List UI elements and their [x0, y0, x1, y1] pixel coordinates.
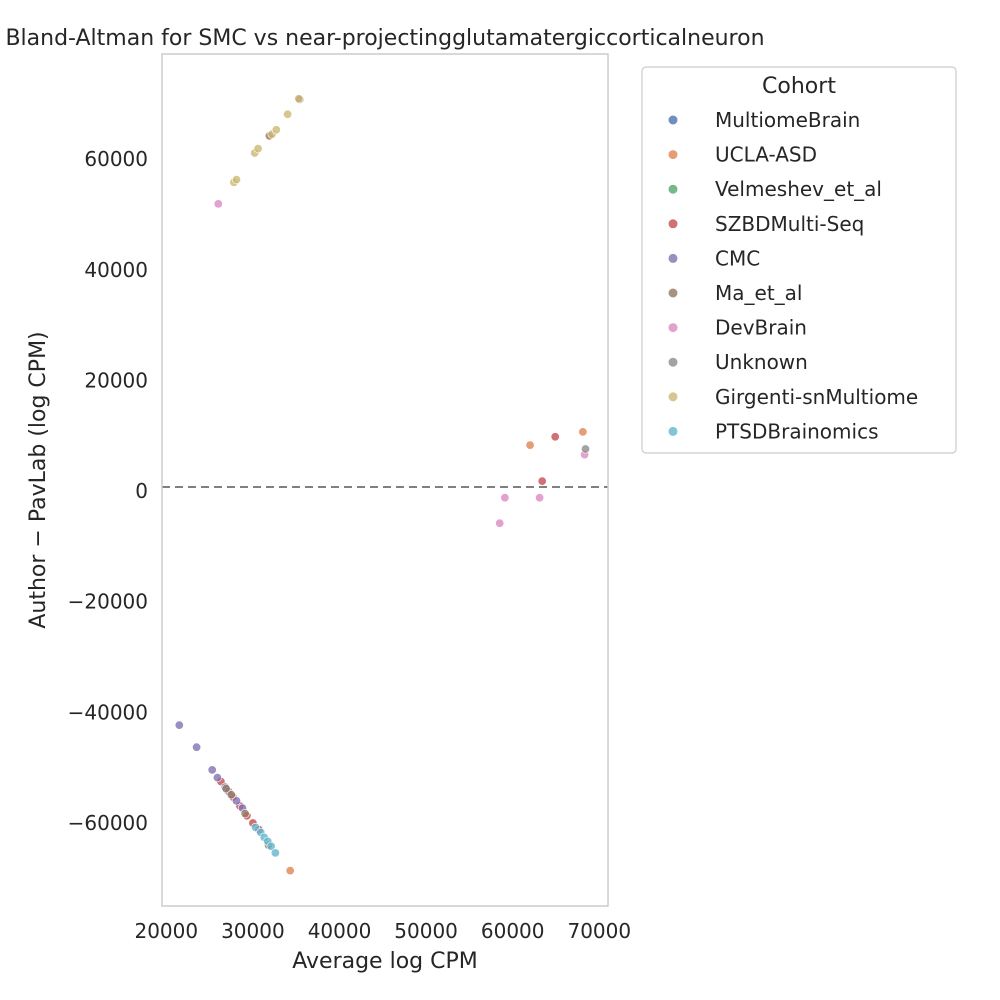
x-tick-label: 40000: [308, 919, 372, 943]
legend-items: MultiomeBrain UCLA-ASD Velmeshev_et_al SZBD…: [668, 108, 918, 443]
legend-marker: [668, 115, 678, 125]
legend-label: Unknown: [715, 350, 808, 374]
data-points: [174, 94, 590, 876]
x-tick-label: 70000: [567, 919, 631, 943]
data-point-ucla-asd-0: [285, 866, 295, 876]
legend-label: MultiomeBrain: [715, 108, 860, 132]
legend-label: DevBrain: [715, 316, 807, 340]
data-point-girgenti-snmultiome-1: [232, 175, 242, 185]
legend-label: Velmeshev_et_al: [715, 177, 882, 201]
y-axis-ticks: −60000 −40000 −20000 0 20000 40000 60000: [68, 147, 148, 835]
x-tick-label: 20000: [134, 919, 198, 943]
legend-label: Ma_et_al: [715, 281, 802, 305]
data-point-szbdmulti-seq-6: [537, 476, 547, 486]
legend-marker: [668, 184, 678, 194]
legend-label: PTSDBrainomics: [715, 419, 879, 443]
legend-marker: [668, 323, 678, 333]
data-point-szbdmulti-seq-7: [550, 432, 560, 442]
y-tick-label: −60000: [68, 811, 148, 835]
legend-marker: [668, 253, 678, 263]
data-point-ucla-asd-2: [578, 427, 588, 437]
legend-label: Girgenti-snMultiome: [715, 385, 918, 409]
x-tick-label: 60000: [481, 919, 545, 943]
legend-marker: [668, 357, 678, 367]
legend-marker: [668, 426, 678, 436]
data-point-ucla-asd-1: [525, 440, 535, 450]
data-point-devbrain-3: [535, 493, 545, 503]
legend-marker: [668, 150, 678, 160]
plot-area: [161, 53, 609, 907]
data-point-cmc-6: [232, 796, 242, 806]
x-axis-label: Average log CPM: [292, 949, 477, 974]
chart-title: Bland-Altman for SMC vs near-projectingg…: [5, 26, 764, 51]
data-point-girgenti-snmultiome-6: [283, 109, 293, 119]
data-point-devbrain-2: [500, 493, 510, 503]
legend-marker: [668, 219, 678, 229]
plot-frame: [161, 53, 609, 907]
data-point-devbrain-1: [495, 518, 505, 528]
legend: Cohort MultiomeBrain UCLA-ASD Velmeshev_et…: [641, 66, 957, 454]
y-tick-label: 60000: [84, 147, 148, 171]
x-axis-ticks: 20000 30000 40000 50000 60000 70000: [134, 919, 631, 943]
data-point-girgenti-snmultiome-3: [253, 144, 263, 154]
legend-marker: [668, 288, 678, 298]
data-point-cmc-3: [212, 773, 222, 783]
y-tick-label: −20000: [68, 590, 148, 614]
y-axis-label: Author − PavLab (log CPM): [26, 331, 51, 628]
y-tick-label: 0: [135, 479, 148, 503]
data-point-girgenti-snmultiome-7: [294, 94, 304, 104]
data-point-devbrain-0: [213, 199, 223, 209]
data-point-cmc-2: [207, 765, 217, 775]
legend-label: SZBDMulti-Seq: [715, 212, 864, 236]
legend-title: Cohort: [762, 74, 836, 99]
data-point-cmc-1: [192, 742, 202, 752]
legend-frame: [641, 66, 957, 454]
data-point-ma-et-al-2: [221, 784, 231, 794]
data-point-cmc-0: [174, 720, 184, 730]
x-tick-label: 50000: [394, 919, 458, 943]
y-tick-label: 40000: [84, 258, 148, 282]
legend-label: CMC: [715, 246, 760, 270]
legend-label: UCLA-ASD: [715, 143, 817, 167]
data-point-unknown-0: [580, 444, 590, 454]
y-tick-label: 20000: [84, 368, 148, 392]
y-tick-label: −40000: [68, 700, 148, 724]
data-point-girgenti-snmultiome-5: [271, 125, 281, 135]
legend-marker: [668, 392, 678, 402]
data-point-ma-et-al-3: [226, 790, 236, 800]
data-point-ma-et-al-4: [240, 809, 250, 819]
x-tick-label: 30000: [221, 919, 285, 943]
data-point-ptsdbrainomics-5: [270, 848, 280, 858]
data-point-ptsdbrainomics-4: [266, 841, 276, 851]
